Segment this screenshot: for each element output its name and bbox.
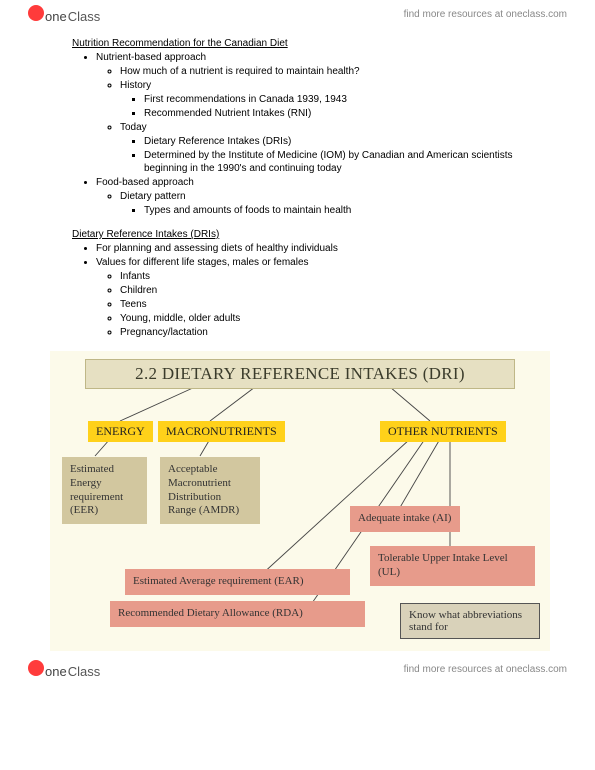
cat-other: OTHER NUTRIENTS — [380, 421, 506, 442]
stage-3: Young, middle, older adults — [120, 312, 540, 325]
logo-circle-icon — [28, 660, 44, 676]
dri-diagram: 2.2 DIETARY REFERENCE INTAKES (DRI) ENER… — [50, 351, 550, 651]
resources-link-footer[interactable]: find more resources at oneclass.com — [404, 664, 567, 675]
text: Values for different life stages, males … — [96, 257, 309, 268]
cat-macro: MACRONUTRIENTS — [158, 421, 285, 442]
text: Today — [120, 122, 147, 133]
logo-class: Class — [68, 664, 101, 679]
logo-class: Class — [68, 9, 101, 24]
stage-1: Children — [120, 284, 540, 297]
bullet-nutrient-approach: Nutrient-based approach How much of a nu… — [96, 51, 540, 175]
hist-item-1: Recommended Nutrient Intakes (RNI) — [144, 107, 540, 120]
fb-item: Types and amounts of foods to maintain h… — [144, 204, 540, 217]
logo-circle-icon — [28, 5, 44, 21]
stage-2: Teens — [120, 298, 540, 311]
stage-4: Pregnancy/lactation — [120, 326, 540, 339]
box-rda: Recommended Dietary Allowance (RDA) — [110, 601, 365, 627]
page-footer: one Class find more resources at oneclas… — [0, 655, 595, 683]
box-amdr: Acceptable Macronutrient Distribution Ra… — [160, 457, 260, 524]
box-eer: Estimated Energy requirement (EER) — [62, 457, 147, 524]
dri-top-0: For planning and assessing diets of heal… — [96, 242, 540, 255]
logo-one: one — [45, 9, 67, 24]
page-body: Nutrition Recommendation for the Canadia… — [0, 28, 595, 655]
cat-energy: ENERGY — [88, 421, 153, 442]
today-item-0: Dietary Reference Intakes (DRIs) — [144, 135, 540, 148]
bullet-dietary-pattern: Dietary pattern Types and amounts of foo… — [120, 190, 540, 217]
section-2: Dietary Reference Intakes (DRIs) For pla… — [72, 229, 540, 339]
dri-top-1: Values for different life stages, males … — [96, 256, 540, 339]
today-item-1: Determined by the Institute of Medicine … — [144, 149, 540, 175]
logo-one: one — [45, 664, 67, 679]
bullet-today: Today Dietary Reference Intakes (DRIs) D… — [120, 121, 540, 175]
box-ear: Estimated Average requirement (EAR) — [125, 569, 350, 595]
text: Nutrient-based approach — [96, 52, 206, 63]
diagram-title: 2.2 DIETARY REFERENCE INTAKES (DRI) — [85, 359, 515, 389]
brand-logo-footer: one Class — [28, 660, 100, 679]
list-level1-a: Nutrient-based approach How much of a nu… — [72, 51, 540, 217]
bullet-howmuch: How much of a nutrient is required to ma… — [120, 65, 540, 78]
box-ai: Adequate intake (AI) — [350, 506, 460, 532]
note-abbrev: Know what abbreviations stand for — [400, 603, 540, 639]
text: Dietary pattern — [120, 191, 186, 202]
page-header: one Class find more resources at oneclas… — [0, 0, 595, 28]
text: Food-based approach — [96, 177, 194, 188]
brand-logo: one Class — [28, 5, 100, 24]
stage-0: Infants — [120, 270, 540, 283]
text: History — [120, 80, 151, 91]
resources-link[interactable]: find more resources at oneclass.com — [404, 9, 567, 20]
box-ul: Tolerable Upper Intake Level (UL) — [370, 546, 535, 586]
hist-item-0: First recommendations in Canada 1939, 19… — [144, 93, 540, 106]
list-dri-top: For planning and assessing diets of heal… — [72, 242, 540, 339]
bullet-history: History First recommendations in Canada … — [120, 79, 540, 120]
section-title-2: Dietary Reference Intakes (DRIs) — [72, 229, 540, 240]
section-title-1: Nutrition Recommendation for the Canadia… — [72, 38, 540, 49]
bullet-food-approach: Food-based approach Dietary pattern Type… — [96, 176, 540, 217]
